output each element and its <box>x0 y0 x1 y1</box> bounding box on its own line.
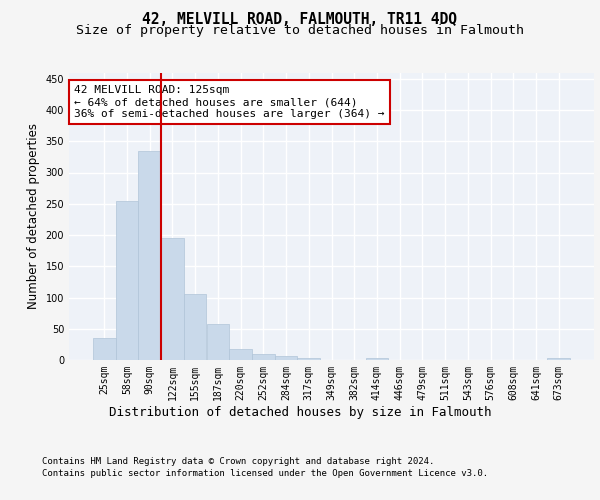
Bar <box>298 358 320 360</box>
Bar <box>365 358 388 360</box>
Bar <box>206 324 229 360</box>
Bar <box>229 349 252 360</box>
Bar <box>547 358 570 360</box>
Bar <box>116 200 139 360</box>
Y-axis label: Number of detached properties: Number of detached properties <box>27 123 40 309</box>
Text: Contains public sector information licensed under the Open Government Licence v3: Contains public sector information licen… <box>42 469 488 478</box>
Bar <box>184 294 206 360</box>
Bar <box>93 338 116 360</box>
Bar <box>161 238 184 360</box>
Text: 42, MELVILL ROAD, FALMOUTH, TR11 4DQ: 42, MELVILL ROAD, FALMOUTH, TR11 4DQ <box>143 12 458 28</box>
Text: Size of property relative to detached houses in Falmouth: Size of property relative to detached ho… <box>76 24 524 37</box>
Text: Distribution of detached houses by size in Falmouth: Distribution of detached houses by size … <box>109 406 491 419</box>
Bar <box>252 354 275 360</box>
Text: Contains HM Land Registry data © Crown copyright and database right 2024.: Contains HM Land Registry data © Crown c… <box>42 458 434 466</box>
Bar <box>139 150 161 360</box>
Bar <box>275 356 298 360</box>
Text: 42 MELVILL ROAD: 125sqm
← 64% of detached houses are smaller (644)
36% of semi-d: 42 MELVILL ROAD: 125sqm ← 64% of detache… <box>74 86 385 118</box>
